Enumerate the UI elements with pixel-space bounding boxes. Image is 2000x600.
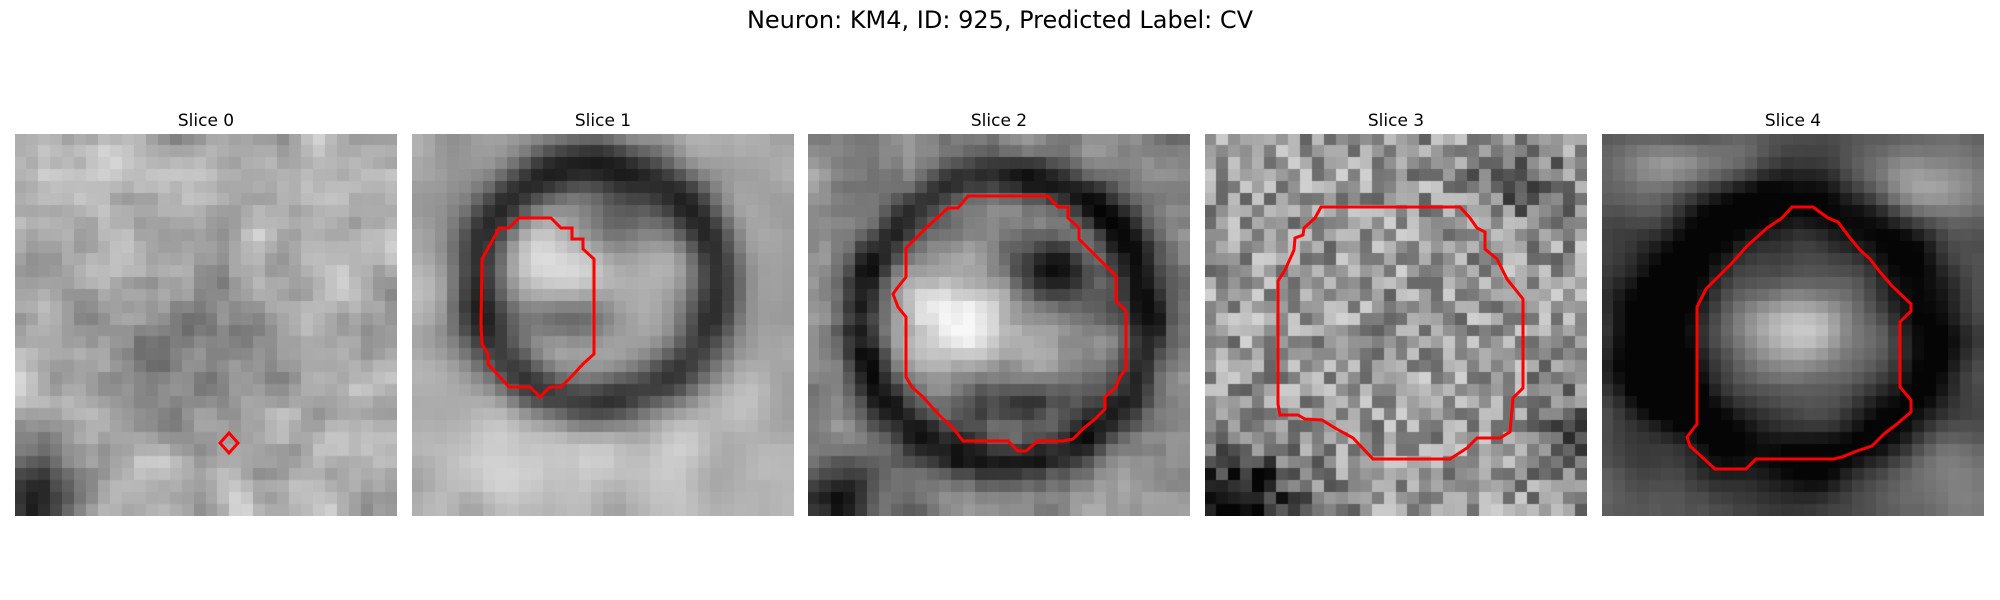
slice-image-0 [15,134,397,516]
slice-image-4 [1602,134,1984,516]
slice-title-4: Slice 4 [1764,111,1822,131]
slice-title-2: Slice 2 [970,111,1028,131]
slice-title-1: Slice 1 [574,111,632,131]
slice-image-1 [412,134,794,516]
segmentation-contour [217,430,241,456]
slice-overlay-3 [1276,205,1525,461]
slice-panel-2: Slice 2 [808,108,1190,516]
slice-title-3: Slice 3 [1367,111,1425,131]
segmentation-contour [891,194,1128,453]
slice-panel-3: Slice 3 [1205,108,1587,516]
segmentation-contour [1276,205,1525,461]
slice-overlay-0 [217,430,241,456]
slice-panel-0: Slice 0 [15,108,397,516]
segmentation-contour [479,216,596,400]
segmentation-contour [1685,205,1913,471]
slice-overlay-1 [479,216,596,400]
figure-title: Neuron: KM4, ID: 925, Predicted Label: C… [746,6,1254,34]
slice-panel-4: Slice 4 [1602,108,1984,516]
slice-overlay-2 [891,194,1128,453]
slice-title-0: Slice 0 [177,111,235,131]
slice-overlay-4 [1685,205,1913,471]
slice-panel-1: Slice 1 [412,108,794,516]
